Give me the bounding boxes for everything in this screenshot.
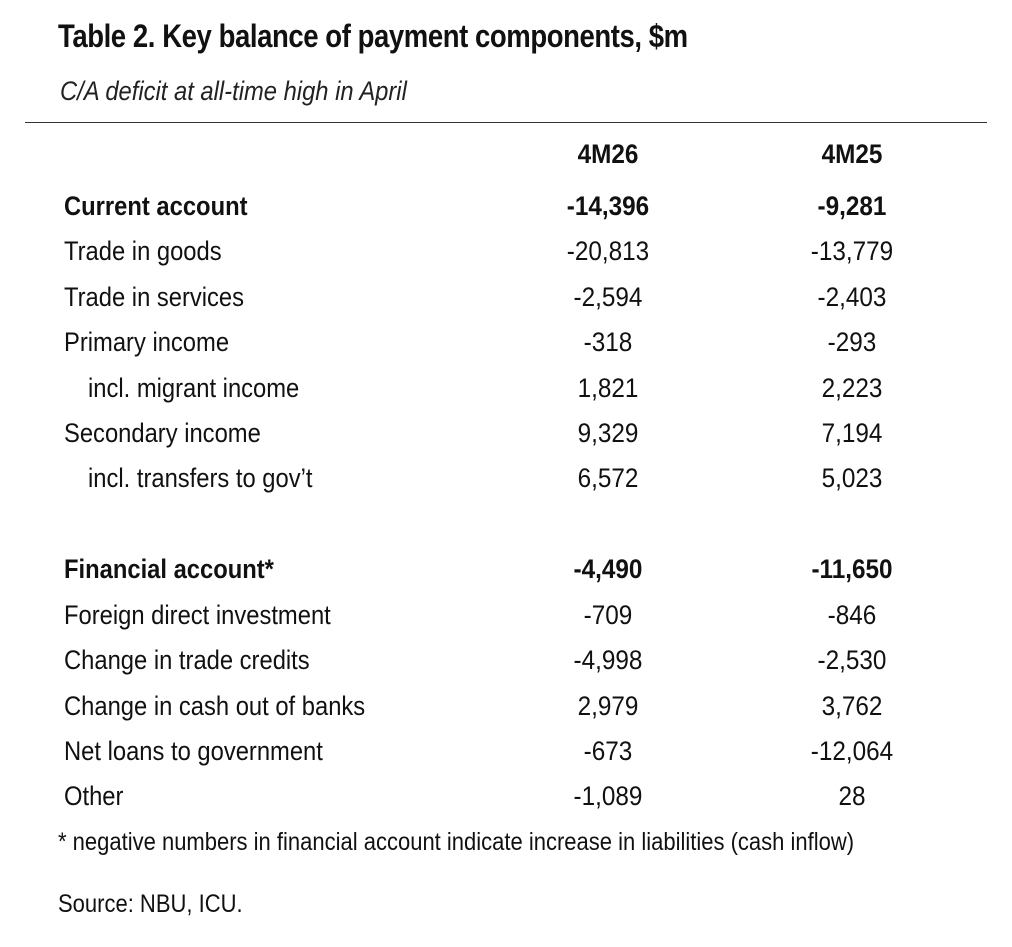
table-row-net-loans-to-government: Net loans to government -673 -12,064 bbox=[0, 729, 1012, 773]
row-value-4m25: 28 bbox=[838, 781, 866, 811]
row-label: incl. transfers to gov’t bbox=[88, 463, 313, 493]
table-footnote: * negative numbers in financial account … bbox=[58, 828, 855, 856]
row-label: Secondary income bbox=[64, 418, 261, 448]
column-header-4m25: 4M25 bbox=[821, 139, 883, 169]
row-value-4m26: -4,490 bbox=[573, 554, 643, 584]
row-value-4m26: -14,396 bbox=[566, 191, 650, 221]
row-label: Trade in services bbox=[64, 282, 245, 312]
row-label: Current account bbox=[64, 191, 248, 221]
row-value-4m26: -318 bbox=[583, 327, 633, 357]
row-label: Change in trade credits bbox=[64, 645, 310, 675]
table-row-primary-income: Primary income -318 -293 bbox=[0, 320, 1012, 364]
row-value-4m26: 6,572 bbox=[577, 463, 639, 493]
row-value-4m25: -2,403 bbox=[817, 282, 887, 312]
row-value-4m26: -20,813 bbox=[566, 236, 650, 266]
table-row-trade-credits: Change in trade credits -4,998 -2,530 bbox=[0, 638, 1012, 682]
table-row-migrant-income: incl. migrant income 1,821 2,223 bbox=[0, 366, 1012, 410]
column-header-4m26: 4M26 bbox=[577, 139, 639, 169]
row-value-4m26: -673 bbox=[583, 736, 633, 766]
row-value-4m26: -709 bbox=[583, 600, 633, 630]
row-value-4m26: -4,998 bbox=[573, 645, 643, 675]
table-row-trade-in-goods: Trade in goods -20,813 -13,779 bbox=[0, 229, 1012, 273]
table-row-transfers-to-govt: incl. transfers to gov’t 6,572 5,023 bbox=[0, 456, 1012, 500]
row-label: Primary income bbox=[64, 327, 230, 357]
row-label: Foreign direct investment bbox=[64, 600, 331, 630]
source-note: Source: NBU, ICU. bbox=[58, 890, 243, 918]
row-value-4m25: -846 bbox=[827, 600, 877, 630]
row-label: Change in cash out of banks bbox=[64, 691, 366, 721]
row-value-4m25: -12,064 bbox=[810, 736, 894, 766]
row-label: Financial account* bbox=[64, 554, 274, 584]
row-value-4m25: -13,779 bbox=[810, 236, 894, 266]
row-label: Other bbox=[64, 781, 124, 811]
row-value-4m26: 2,979 bbox=[577, 691, 639, 721]
row-value-4m25: 7,194 bbox=[821, 418, 883, 448]
table-row-current-account: Current account -14,396 -9,281 bbox=[0, 184, 1012, 228]
row-value-4m25: -11,650 bbox=[811, 554, 893, 584]
row-label: incl. migrant income bbox=[88, 373, 300, 403]
row-value-4m25: 5,023 bbox=[821, 463, 883, 493]
table-row-financial-account: Financial account* -4,490 -11,650 bbox=[0, 547, 1012, 591]
column-header-row: 4M26 4M25 bbox=[0, 132, 1012, 176]
table-row-fdi: Foreign direct investment -709 -846 bbox=[0, 593, 1012, 637]
row-value-4m25: 3,762 bbox=[821, 691, 883, 721]
table-title: Table 2. Key balance of payment componen… bbox=[58, 18, 688, 54]
row-value-4m26: -1,089 bbox=[573, 781, 643, 811]
row-value-4m26: 9,329 bbox=[577, 418, 639, 448]
row-value-4m25: 2,223 bbox=[821, 373, 883, 403]
row-label: Trade in goods bbox=[64, 236, 222, 266]
row-label: Net loans to government bbox=[64, 736, 323, 766]
table-subtitle: C/A deficit at all-time high in April bbox=[60, 76, 407, 106]
row-value-4m25: -2,530 bbox=[817, 645, 887, 675]
row-value-4m25: -293 bbox=[827, 327, 877, 357]
row-value-4m25: -9,281 bbox=[817, 191, 887, 221]
table-row-other: Other -1,089 28 bbox=[0, 774, 1012, 818]
table-row-secondary-income: Secondary income 9,329 7,194 bbox=[0, 411, 1012, 455]
header-divider bbox=[25, 122, 987, 123]
table-row-trade-in-services: Trade in services -2,594 -2,403 bbox=[0, 275, 1012, 319]
row-value-4m26: 1,821 bbox=[577, 373, 639, 403]
table-row-cash-out-of-banks: Change in cash out of banks 2,979 3,762 bbox=[0, 684, 1012, 728]
row-value-4m26: -2,594 bbox=[573, 282, 643, 312]
